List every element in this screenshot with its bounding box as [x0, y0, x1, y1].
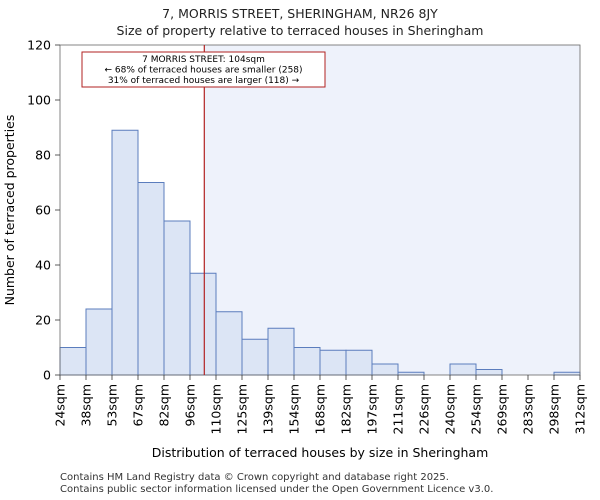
y-tick-label: 120 [27, 38, 51, 53]
x-tick-label: 53sqm [105, 384, 120, 427]
x-tick-label: 38sqm [79, 384, 94, 427]
annotation-box [81, 51, 326, 88]
x-tick-label: 283sqm [521, 384, 536, 434]
bar-182sqm [345, 349, 373, 376]
x-axis-label: Distribution of terraced houses by size … [152, 445, 489, 460]
chart-title-address: 7, MORRIS STREET, SHERINGHAM, NR26 8JY [162, 6, 438, 21]
x-tick-label: 96sqm [183, 384, 198, 427]
y-tick-label: 40 [35, 258, 51, 273]
x-tick-label: 240sqm [443, 384, 458, 434]
annotation-line-1: 7 MORRIS STREET: 104sqm [142, 55, 265, 65]
y-tick-label: 80 [35, 148, 51, 163]
x-tick-label: 139sqm [261, 384, 276, 434]
bar-67sqm [137, 182, 165, 376]
x-tick-label: 110sqm [209, 384, 224, 434]
x-tick-label: 125sqm [235, 384, 250, 434]
x-tick-label: 226sqm [417, 384, 432, 434]
y-axis-label: Number of terraced properties [2, 115, 17, 306]
bar-168sqm [319, 349, 347, 376]
larger-region-shade [204, 45, 581, 375]
bar-53sqm [111, 129, 139, 376]
bar-110sqm [215, 311, 243, 376]
x-tick-label: 182sqm [339, 384, 354, 434]
x-tick-label: 298sqm [547, 384, 562, 434]
bar-38sqm [85, 308, 113, 376]
x-tick-label: 269sqm [495, 384, 510, 434]
bar-154sqm [293, 347, 321, 376]
bar-24sqm [59, 347, 87, 376]
bar-240sqm [449, 363, 477, 376]
x-tick-label: 24sqm [53, 384, 68, 427]
bar-96sqm [189, 272, 217, 376]
annotation-line-2: ← 68% of terraced houses are smaller (25… [104, 66, 302, 76]
x-tick-label: 82sqm [157, 384, 172, 427]
bar-298sqm [553, 371, 581, 376]
annotation-line-3: 31% of terraced houses are larger (118) … [108, 76, 300, 86]
x-tick-label: 312sqm [573, 384, 588, 434]
bar-82sqm [163, 220, 191, 376]
y-tick-label: 20 [35, 313, 51, 328]
bar-211sqm [397, 371, 425, 376]
y-tick-label: 0 [43, 368, 51, 383]
x-tick-label: 254sqm [469, 384, 484, 434]
bar-197sqm [371, 363, 399, 376]
footer-copyright: Contains HM Land Registry data © Crown c… [60, 472, 449, 483]
x-tick-label: 67sqm [131, 384, 146, 427]
y-tick-label: 60 [35, 203, 51, 218]
x-tick-label: 154sqm [287, 384, 302, 434]
bar-254sqm [475, 369, 503, 376]
x-tick-label: 197sqm [365, 384, 380, 434]
bar-139sqm [267, 327, 295, 376]
x-tick-label: 168sqm [313, 384, 328, 434]
x-tick-label: 211sqm [391, 384, 406, 434]
y-tick-label: 100 [27, 93, 51, 108]
histogram-chart: 0 20 40 60 80 100 120 24sqm 38sqm 53sqm 67sqm 82sq… [2, 38, 588, 461]
chart-title: Size of property relative to terraced ho… [116, 23, 484, 38]
footer-licence: Contains public sector information licen… [60, 484, 494, 495]
bar-125sqm [241, 338, 269, 376]
